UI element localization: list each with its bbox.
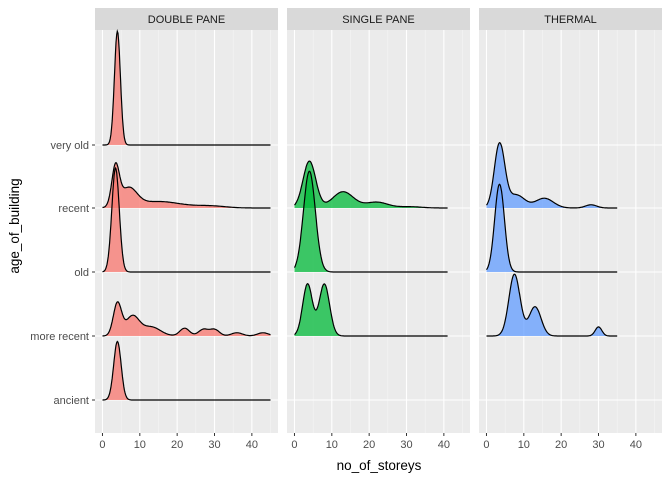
x-axis-title: no_of_storeys [337,458,422,473]
ridge-area-old [294,171,448,272]
x-tick-label: 10 [134,439,146,451]
y-tick-label: very old [50,140,89,152]
ridge-area-old [102,168,271,272]
y-tick-label: ancient [54,395,89,407]
facet-panel-thermal: THERMAL 0 10 20 30 40 [479,8,662,451]
facet-strip [95,8,278,30]
facet-strip-label: THERMAL [544,14,597,26]
ridge-area-old [486,184,618,272]
ridge-line-more-recent [486,273,618,337]
ridge-area-more-recent [102,301,271,336]
ridge-line-recent [485,142,618,209]
x-tick-label: 20 [171,439,183,451]
facet-panel-single-pane: SINGLE PANE 0 10 20 30 40 [287,8,470,451]
x-tick-label: 30 [208,439,220,451]
ridge-line-very-old [102,28,271,146]
ridge-line-more-recent [102,301,271,337]
y-tick-label: old [74,267,89,279]
ridge-line-ancient [102,340,271,401]
x-tick-label: 0 [99,439,105,451]
ridge-line-old [102,166,271,273]
ridge-line-old [293,170,448,273]
y-tick-label: more recent [30,331,89,343]
ridge-area-ancient [102,341,271,400]
ridge-line-recent [102,161,271,209]
facet-strip [479,8,662,30]
ridge-line-recent [294,160,448,209]
x-tick-label: 20 [555,439,567,451]
x-tick-label: 20 [363,439,375,451]
y-axis-title: age_of_building [7,178,22,273]
x-tick-label: 30 [400,439,412,451]
x-tick-label: 0 [291,439,297,451]
ridge-area-more-recent [486,274,618,336]
ridge-line-more-recent [294,283,448,337]
facet-strip [287,8,470,30]
x-tick-label: 30 [592,439,604,451]
facet-strip-label: SINGLE PANE [342,14,415,26]
y-tick-label: recent [58,203,89,215]
x-tick-label: 40 [438,439,450,451]
x-tick-label: 40 [630,439,642,451]
ridge-line-old [485,183,618,273]
x-tick-label: 0 [483,439,489,451]
panel-background [479,30,662,433]
x-tick-label: 10 [326,439,338,451]
panel-background [95,30,278,433]
x-tick-label: 40 [246,439,258,451]
ridge-area-very-old [102,31,271,145]
x-tick-label: 10 [518,439,530,451]
facet-panel-double-pane: DOUBLE PANE 0 10 20 30 40 [95,8,278,451]
facet-strip-label: DOUBLE PANE [148,14,225,26]
